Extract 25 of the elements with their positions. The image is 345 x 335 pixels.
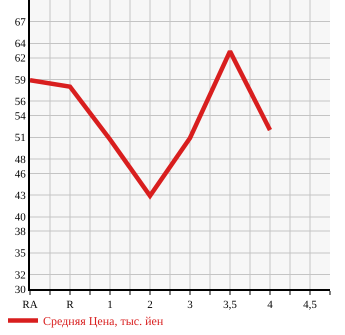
y-tick-label: 62	[14, 52, 26, 65]
y-tick-label: 59	[14, 74, 26, 86]
x-tick-label: 1	[107, 299, 113, 312]
y-tick-label: 56	[14, 96, 26, 108]
x-tick-label: 4,5	[303, 299, 318, 312]
x-tick-label: R	[66, 299, 74, 312]
y-tick-label: 43	[14, 190, 26, 202]
y-tick-label: 40	[14, 212, 26, 224]
y-tick-label: 67	[14, 16, 26, 29]
y-tick-label: 46	[14, 168, 26, 180]
y-tick-label: 64	[14, 38, 26, 50]
line-series	[30, 49, 272, 198]
y-tick-label: 32	[14, 269, 26, 282]
x-tick-label: RA	[22, 299, 38, 312]
x-tick-label: 3,5	[223, 299, 238, 312]
y-tick-label: 38	[14, 226, 26, 238]
y-tick-label: 30	[14, 284, 26, 296]
legend-label: Средняя Цена, тыс. йен	[43, 314, 164, 328]
y-tick-label: 54	[14, 110, 26, 122]
y-tick-label: 35	[14, 248, 26, 260]
x-tick-label: 2	[147, 299, 153, 312]
y-tick-label: 51	[14, 132, 26, 144]
x-tick-label: 4	[267, 299, 274, 312]
x-tick-label: 3	[187, 299, 194, 312]
y-tick-label: 48	[14, 154, 26, 166]
